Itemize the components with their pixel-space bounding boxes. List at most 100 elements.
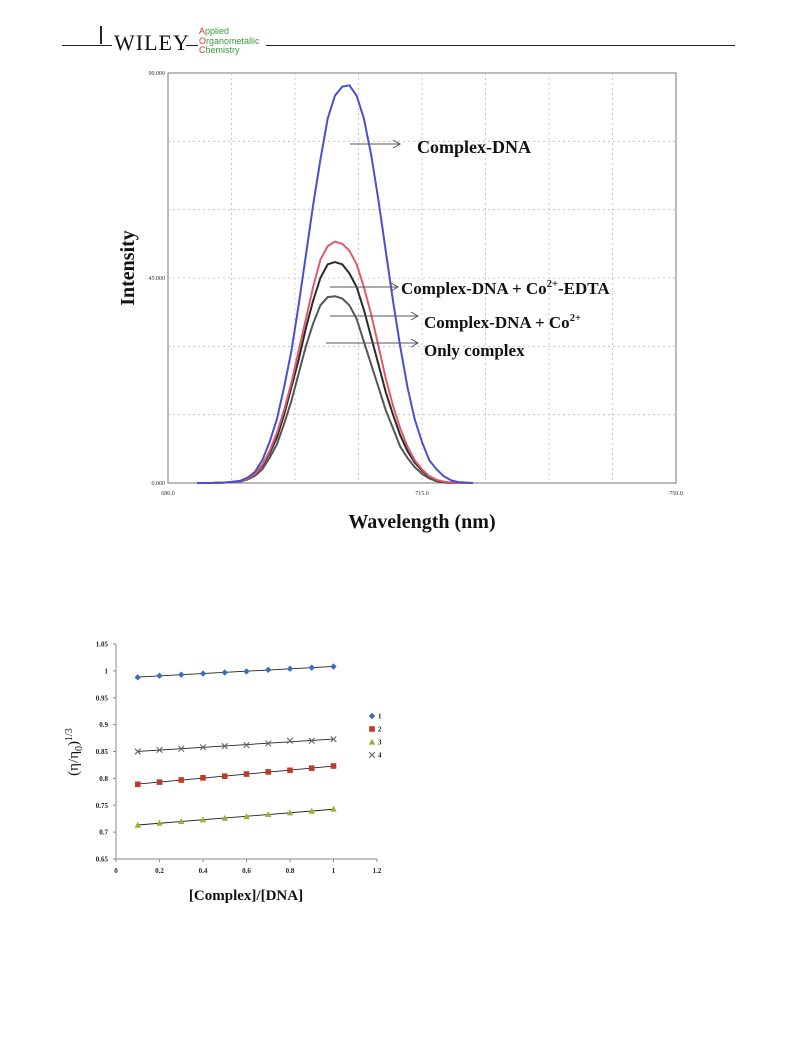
data-point-series-2: [178, 777, 185, 783]
trendline-series-4: [137, 738, 334, 752]
data-point-series-1: [308, 664, 315, 671]
data-point-series-2: [134, 781, 141, 788]
y-tick-label: 0.95: [96, 694, 109, 702]
data-point-series-1: [221, 669, 228, 676]
data-point-series-3: [265, 810, 272, 817]
data-point-series-3: [243, 813, 250, 820]
legend-label-4: 4: [378, 752, 382, 760]
data-point-series-1: [330, 663, 337, 670]
data-point-series-1: [156, 672, 163, 679]
data-point-series-2: [156, 779, 163, 785]
y-tick-label: 45.000: [149, 276, 166, 282]
series-line-4: [197, 295, 473, 484]
data-point-series-2: [243, 771, 250, 777]
data-point-series-4: [221, 742, 228, 750]
annotation-arrow-head: [392, 139, 402, 149]
data-point-series-1: [178, 671, 185, 678]
data-point-series-3: [156, 819, 163, 826]
data-point-series-2: [200, 775, 206, 781]
x-tick-label: 750.0: [669, 491, 683, 497]
x-tick-label: 0.8: [286, 867, 295, 875]
y-tick-label: 1: [105, 667, 109, 675]
y-tick-label: 0.75: [96, 802, 109, 810]
y-tick-label: 0.65: [96, 856, 109, 864]
series-line-1: [197, 84, 473, 484]
trendline-series-1: [137, 666, 334, 678]
data-point-series-3: [221, 814, 228, 821]
data-point-series-4: [308, 737, 315, 744]
journal-header: WILEY Applied Organometallic Chemistry: [0, 0, 793, 60]
data-point-series-2: [221, 773, 228, 780]
annotation-arrow-head: [410, 311, 420, 321]
y-tick-label: 0.000: [152, 481, 166, 487]
data-point-series-4: [178, 745, 185, 753]
legend-marker-4: [368, 751, 376, 759]
publisher-logo: WILEY: [114, 30, 190, 55]
data-point-series-1: [265, 666, 272, 673]
x-tick-label: 715.0: [415, 491, 429, 497]
series-line-2: [197, 240, 473, 484]
data-point-series-4: [156, 746, 163, 754]
journal-initial-c: C: [199, 45, 206, 55]
x-tick-label: 680.0: [161, 491, 175, 497]
x-tick-label: 0: [114, 867, 118, 875]
data-point-series-4: [199, 744, 207, 751]
emission-spectrum-chart: 680.0 715.0 750.0 0.000 45.000 90.000 Waveleng…: [117, 71, 683, 533]
data-point-series-3: [178, 817, 185, 824]
y-tick-label: 0.85: [96, 748, 109, 756]
y-axis-title: Intensity: [117, 230, 139, 306]
annotation-label: Only complex: [424, 341, 525, 360]
y-tick-label: 0.7: [99, 829, 108, 837]
annotation-label: Complex-DNA: [417, 137, 531, 157]
x-axis-title: Wavelength (nm): [348, 511, 495, 533]
data-point-series-2: [330, 763, 337, 769]
y-tick-label: 0.9: [99, 721, 108, 729]
legend-label-3: 3: [378, 739, 382, 747]
data-point-series-3: [330, 805, 337, 812]
x-tick-label: 0.2: [155, 867, 164, 875]
annotation-arrow-head: [390, 282, 400, 292]
legend-label-2: 2: [378, 726, 382, 734]
header-rule-left: [62, 45, 112, 46]
annotation-arrow-head: [410, 338, 420, 348]
journal-initial-a: A: [199, 26, 206, 36]
y-tick-label: 0.8: [99, 775, 108, 783]
journal-initial-o: O: [199, 35, 207, 46]
data-point-series-4: [243, 741, 250, 749]
legend-label-1: 1: [378, 713, 382, 721]
data-point-series-2: [265, 769, 272, 775]
header-rule-right: [266, 45, 735, 46]
header-dash: [186, 45, 198, 46]
journal-word-1: pplied: [205, 26, 230, 36]
data-point-series-3: [134, 821, 141, 828]
y-tick-label: 90.000: [149, 71, 166, 77]
x-tick-label: 0.4: [199, 867, 208, 875]
data-point-series-4: [265, 740, 272, 747]
x-tick-label: 1: [332, 867, 336, 875]
trendline-series-3: [137, 808, 334, 826]
data-point-series-4: [134, 748, 141, 755]
data-point-series-2: [308, 765, 315, 771]
x-tick-label: 1.2: [373, 867, 382, 875]
header-bar: [100, 26, 102, 44]
legend-marker-2: [369, 726, 375, 732]
legend-marker-1: [368, 712, 376, 720]
data-point-series-1: [243, 668, 250, 675]
journal-word-2: rganometallic: [206, 35, 260, 46]
annotation-label: Complex-DNA + Co2+-EDTA: [401, 279, 610, 298]
data-point-series-3: [308, 807, 315, 814]
data-point-series-4: [286, 737, 294, 744]
trendline-series-2: [137, 765, 334, 785]
data-point-series-1: [199, 670, 207, 677]
y-axis-title: (η/η0)1/3: [64, 728, 85, 776]
data-point-series-2: [287, 767, 293, 774]
annotation-label: Complex-DNA + Co2+: [424, 313, 581, 332]
journal-logo: Applied Organometallic Chemistry: [199, 26, 260, 56]
data-point-series-4: [330, 735, 337, 743]
data-point-series-3: [199, 816, 207, 823]
data-point-series-1: [134, 674, 141, 681]
y-tick-label: 1.05: [96, 641, 109, 649]
data-point-series-3: [286, 809, 294, 816]
legend-marker-3: [368, 738, 376, 745]
